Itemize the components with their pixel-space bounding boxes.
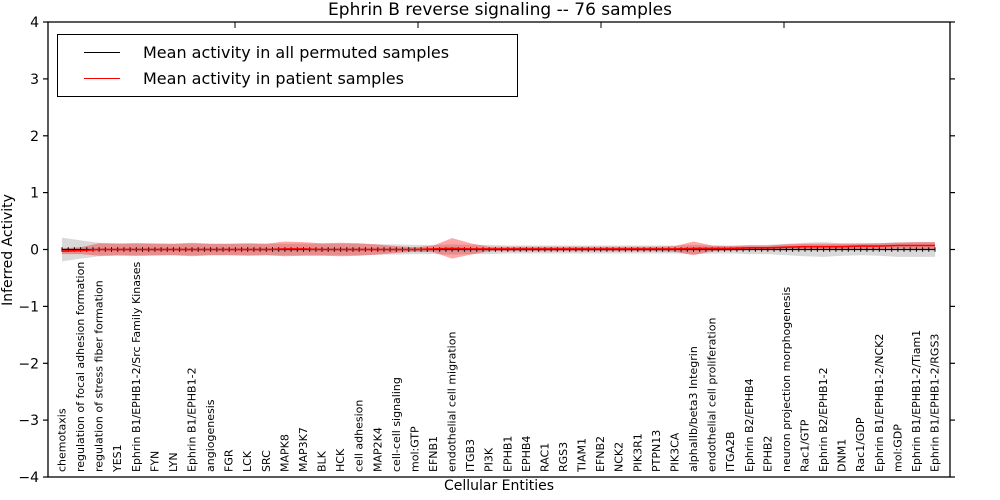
x-tick-label: Ephrin B1/EPHB1-2/NCK2 (873, 334, 886, 472)
x-tick-label: Rac1/GDP (854, 417, 867, 472)
x-tick-label: MAPK8 (278, 434, 291, 472)
legend-label-permuted: Mean activity in all permuted samples (143, 42, 450, 62)
chart-title: Ephrin B reverse signaling -- 76 samples (328, 0, 672, 20)
y-tick-label: 1 (30, 186, 39, 202)
x-tick-label: chemotaxis (56, 408, 69, 472)
x-tick-label: ITGB3 (464, 439, 477, 472)
legend-swatch-patient-line (84, 78, 120, 80)
y-tick-label: −1 (18, 299, 39, 315)
x-tick-label: PI3K (483, 447, 496, 472)
x-tick-label: ITGA2B (724, 431, 737, 472)
x-tick-label: FGR (223, 449, 236, 472)
x-tick-label: mol:GDP (891, 424, 904, 472)
x-tick-label: EFNB1 (427, 436, 440, 472)
x-tick-label: Rac1/GTP (799, 419, 812, 472)
x-tick-label: Ephrin B1/EPHB1-2/Tiam1 (910, 330, 923, 472)
y-tick-label: 2 (30, 129, 39, 145)
x-tick-label: EPHB1 (501, 436, 514, 472)
x-tick-label: PIK3R1 (631, 433, 644, 472)
x-tick-label: PTPN13 (650, 430, 663, 472)
y-tick-label: 4 (30, 15, 39, 31)
legend-item-permuted: Mean activity in all permuted samples (58, 42, 517, 62)
x-tick-label: Ephrin B1/EPHB1-2/Src Family Kinases (130, 262, 143, 472)
y-tick-label: −3 (18, 413, 39, 429)
x-tick-label: EPHB2 (761, 436, 774, 472)
y-tick-label: 3 (30, 72, 39, 88)
x-tick-label: LYN (167, 452, 180, 472)
x-tick-label: mol:GTP (408, 426, 421, 472)
x-tick-label: SRC (260, 450, 273, 472)
x-tick-label: EFNB2 (594, 436, 607, 472)
legend-swatch-permuted-line (84, 51, 120, 53)
x-tick-label: PIK3CA (669, 432, 682, 472)
x-tick-label: Ephrin B1/EPHB1-2 (186, 367, 199, 472)
patient-mean-line (61, 244, 935, 252)
x-tick-label: Ephrin B2/EPHB1-2 (817, 367, 830, 472)
x-tick-label: cell adhesion (353, 400, 366, 472)
x-tick-label: MAP3K7 (297, 427, 310, 472)
x-tick-label: cell-cell signaling (390, 377, 403, 472)
x-tick-label: endothelial cell proliferation (706, 318, 719, 472)
y-axis-label: Inferred Activity (0, 194, 16, 306)
x-tick-label: RGS3 (557, 442, 570, 472)
y-tick-label: −2 (18, 356, 39, 372)
x-tick-label: BLK (316, 450, 329, 472)
x-tick-label: FYN (148, 451, 161, 472)
x-tick-label: regulation of stress fiber formation (93, 280, 106, 472)
x-tick-label: angiogenesis (204, 399, 217, 472)
x-tick-label: MAP2K4 (371, 427, 384, 472)
x-tick-label: TIAM1 (576, 438, 589, 473)
y-tick-label: 0 (30, 243, 39, 259)
y-tick-label: −4 (18, 470, 39, 486)
x-tick-label: alphaIIb/beta3 Integrin (687, 346, 700, 472)
legend: Mean activity in all permuted samples Me… (57, 34, 518, 97)
x-axis-label: Cellular Entities (443, 478, 555, 494)
x-tick-label: regulation of focal adhesion formation (74, 262, 87, 472)
x-tick-label: DNM1 (836, 439, 849, 472)
x-tick-label: RAC1 (538, 443, 551, 472)
x-tick-label: EPHB4 (520, 436, 533, 472)
x-tick-label: HCK (334, 448, 347, 472)
x-tick-label: neuron projection morphogenesis (780, 286, 793, 472)
x-tick-label: YES1 (111, 444, 124, 473)
legend-label-patient: Mean activity in patient samples (143, 68, 404, 88)
x-tick-label: NCK2 (613, 442, 626, 472)
x-tick-label: LCK (241, 450, 254, 472)
x-tick-label: Ephrin B1/EPHB1-2/RGS3 (929, 334, 942, 472)
x-tick-label: endothelial cell migration (446, 332, 459, 472)
x-tick-label: Ephrin B2/EPHB4 (743, 378, 756, 472)
legend-item-patient: Mean activity in patient samples (58, 70, 517, 88)
